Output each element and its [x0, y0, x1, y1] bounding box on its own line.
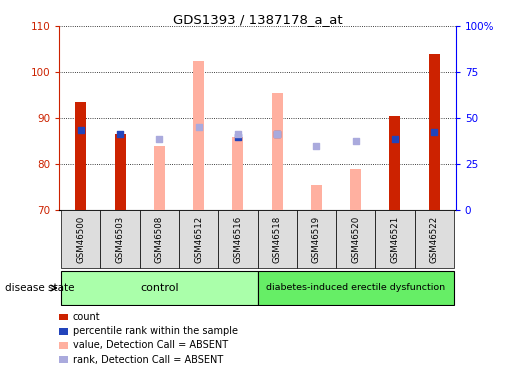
Text: GDS1393 / 1387178_a_at: GDS1393 / 1387178_a_at: [173, 13, 342, 26]
Bar: [258, 210, 297, 268]
Text: count: count: [73, 312, 100, 322]
Text: control: control: [140, 283, 179, 293]
Text: disease state: disease state: [5, 283, 75, 293]
Text: GSM46512: GSM46512: [194, 215, 203, 263]
Bar: [271, 93, 283, 210]
Point: [234, 131, 242, 137]
Point: [273, 131, 281, 137]
Bar: [389, 116, 401, 210]
Text: diabetes-induced erectile dysfunction: diabetes-induced erectile dysfunction: [266, 284, 445, 292]
Bar: [193, 61, 204, 210]
Point: [116, 131, 124, 137]
Text: GSM46522: GSM46522: [430, 215, 439, 263]
Bar: [154, 146, 165, 210]
Text: value, Detection Call = ABSENT: value, Detection Call = ABSENT: [73, 340, 228, 350]
Bar: [59, 314, 68, 320]
Point: [273, 131, 281, 137]
Text: GSM46521: GSM46521: [390, 215, 400, 263]
Bar: [61, 271, 258, 305]
Bar: [218, 210, 258, 268]
Bar: [114, 134, 126, 210]
Text: GSM46508: GSM46508: [155, 215, 164, 263]
Point: [234, 134, 242, 140]
Bar: [375, 210, 415, 268]
Bar: [350, 169, 361, 210]
Bar: [59, 356, 68, 363]
Text: GSM46516: GSM46516: [233, 215, 243, 263]
Point: [155, 136, 163, 142]
Text: rank, Detection Call = ABSENT: rank, Detection Call = ABSENT: [73, 355, 223, 364]
Point: [195, 124, 203, 130]
Text: GSM46500: GSM46500: [76, 215, 85, 263]
Text: GSM46518: GSM46518: [272, 215, 282, 263]
Point: [430, 129, 438, 135]
Text: percentile rank within the sample: percentile rank within the sample: [73, 326, 237, 336]
Bar: [140, 210, 179, 268]
Bar: [232, 136, 244, 210]
Point: [77, 127, 85, 133]
Bar: [75, 102, 87, 210]
Bar: [61, 210, 100, 268]
Bar: [336, 210, 375, 268]
Point: [391, 136, 399, 142]
Bar: [100, 210, 140, 268]
Text: GSM46503: GSM46503: [115, 215, 125, 263]
Text: GSM46520: GSM46520: [351, 215, 360, 263]
Text: GSM46519: GSM46519: [312, 216, 321, 262]
Bar: [297, 210, 336, 268]
Bar: [59, 328, 68, 334]
Bar: [59, 342, 68, 349]
Bar: [428, 54, 440, 210]
Point: [352, 138, 360, 144]
Bar: [311, 185, 322, 210]
Bar: [415, 210, 454, 268]
Point: [312, 143, 320, 149]
Bar: [179, 210, 218, 268]
Bar: [258, 271, 454, 305]
